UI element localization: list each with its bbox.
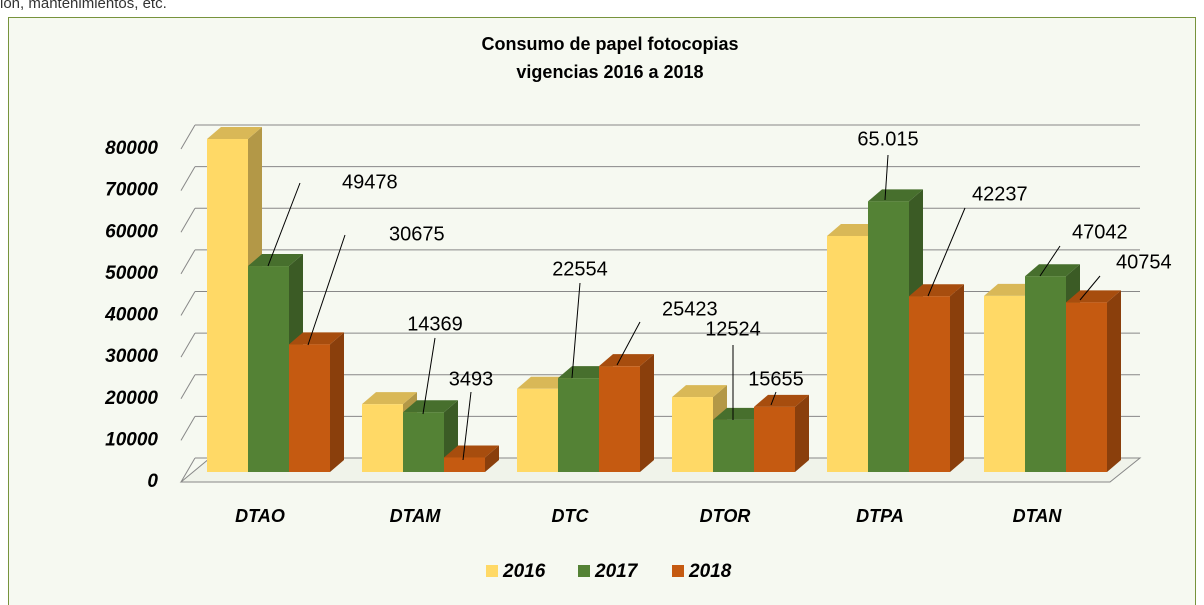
- grid-line: [180, 124, 196, 150]
- bar-side: [1107, 290, 1121, 472]
- data-label: 49478: [342, 171, 398, 193]
- bar-top: [444, 445, 499, 458]
- data-label: 3493: [449, 368, 494, 390]
- grid-line: [180, 249, 196, 275]
- bar: [207, 139, 248, 472]
- leader-line: [307, 234, 346, 346]
- x-tick-label: DTPA: [856, 506, 904, 526]
- bar-top: [909, 284, 964, 297]
- bar: [362, 404, 403, 472]
- grid-line: [180, 457, 196, 483]
- grid-line: [180, 374, 196, 400]
- grid-line: [180, 332, 196, 358]
- bar: [403, 412, 444, 472]
- leader-line: [927, 207, 966, 297]
- bar-side: [485, 445, 499, 472]
- y-tick-label: 80000: [105, 138, 158, 159]
- bar: [444, 457, 485, 472]
- leader-line: [884, 154, 889, 201]
- x-tick-label: DTC: [552, 506, 590, 526]
- y-tick-label: 50000: [105, 263, 158, 284]
- y-tick-label: 10000: [105, 429, 158, 450]
- y-tick-label: 0: [147, 471, 158, 492]
- bar: [713, 419, 754, 472]
- bar-side: [640, 354, 654, 472]
- legend-swatch: [672, 565, 684, 577]
- bar-side: [950, 284, 964, 472]
- data-label: 22554: [552, 258, 608, 280]
- data-label: 42237: [972, 183, 1028, 205]
- y-tick-label: 30000: [105, 346, 158, 367]
- bar-top: [362, 392, 417, 405]
- bar-top: [672, 385, 727, 398]
- data-label: 65.015: [857, 128, 918, 150]
- legend-label: 2017: [594, 561, 639, 582]
- bar-top: [289, 332, 344, 345]
- leader-line: [1039, 245, 1061, 277]
- bar-side: [330, 332, 344, 472]
- leader-line: [571, 282, 581, 379]
- leader-line: [422, 337, 436, 415]
- x-tick-label: DTAO: [235, 506, 285, 526]
- x-tick-label: DTOR: [700, 506, 751, 526]
- grid-line: [180, 416, 196, 441]
- bar-top: [207, 127, 262, 139]
- bar-side: [795, 394, 809, 472]
- bar-top: [248, 254, 303, 267]
- chart-title: Consumo de papel fotocopias: [481, 34, 738, 54]
- bar-top: [1025, 264, 1080, 277]
- legend-swatch: [486, 565, 498, 577]
- data-label: 47042: [1072, 221, 1128, 243]
- bar: [558, 378, 599, 472]
- leader-line: [616, 321, 641, 366]
- x-tick-label: DTAM: [390, 506, 442, 526]
- y-tick-label: 20000: [104, 388, 158, 409]
- grid-line: [180, 207, 196, 233]
- y-tick-label: 70000: [105, 180, 158, 201]
- legend-swatch: [578, 565, 590, 577]
- legend-label: 2018: [688, 561, 732, 582]
- bar: [827, 235, 868, 472]
- fragment-text: ión, mantenimientos, etc.: [0, 0, 167, 12]
- bar: [984, 295, 1025, 472]
- bar: [1025, 276, 1066, 472]
- bar-top: [403, 400, 458, 413]
- bar-top: [599, 354, 654, 367]
- bar: [599, 366, 640, 472]
- y-tick-label: 60000: [105, 221, 158, 242]
- leader-line: [770, 391, 777, 406]
- data-label: 15655: [748, 368, 804, 390]
- data-label: 30675: [389, 223, 445, 245]
- data-label: 25423: [662, 298, 718, 320]
- bar-top: [754, 394, 809, 407]
- data-label: 14369: [407, 313, 463, 335]
- bar: [868, 201, 909, 472]
- grid-line: [180, 291, 196, 316]
- data-label: 40754: [1116, 251, 1172, 273]
- data-label: 12524: [705, 318, 761, 340]
- bar: [248, 266, 289, 472]
- legend-label: 2016: [502, 561, 546, 582]
- leader-line: [1079, 275, 1101, 301]
- bar: [909, 296, 950, 472]
- bar-top: [868, 189, 923, 202]
- leader-line: [267, 182, 301, 267]
- bar: [289, 344, 330, 472]
- bar: [1066, 302, 1107, 472]
- bar: [517, 388, 558, 472]
- leader-line: [462, 391, 472, 461]
- x-tick-label: DTAN: [1013, 506, 1063, 526]
- y-tick-label: 40000: [104, 305, 158, 326]
- chart-title: vigencias 2016 a 2018: [516, 62, 703, 82]
- grid-line: [180, 166, 196, 191]
- bar: [672, 397, 713, 472]
- bar: [754, 406, 795, 472]
- bar-top: [1066, 290, 1121, 303]
